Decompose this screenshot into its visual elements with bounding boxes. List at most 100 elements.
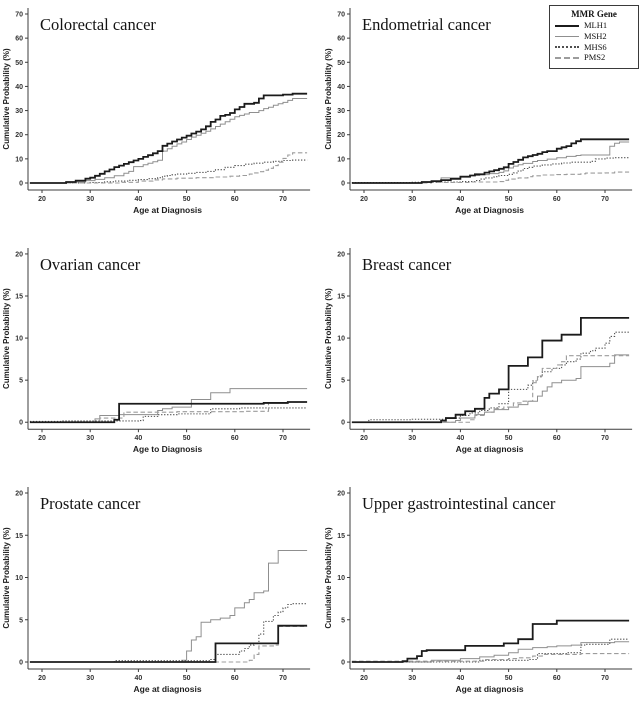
y-tick-label: 0 [341,181,345,188]
y-tick-label: 60 [15,36,23,43]
thin-solid-line-icon [555,36,579,38]
x-tick-label: 20 [38,675,46,682]
x-tick-label: 20 [360,435,368,442]
x-axis-label: Age at Diagnosis [133,205,202,215]
x-axis-label: Age at Diagnosis [455,205,524,215]
panel-title: Endometrial cancer [362,15,491,34]
y-tick-label: 30 [15,108,23,115]
y-axis-label: Cumulative Probability (%) [324,288,333,389]
y-tick-label: 0 [19,660,23,667]
y-tick-label: 50 [15,60,23,67]
x-tick-label: 40 [457,675,465,682]
legend-label: PMS2 [584,52,606,63]
x-tick-label: 60 [231,196,239,203]
y-tick-label: 20 [337,491,345,498]
series-msh2 [29,388,308,423]
series-mlh1 [29,624,308,663]
x-axis-label: Age at diagnosis [456,684,524,694]
y-tick-label: 5 [19,378,23,385]
panel-title: Colorectal cancer [40,15,156,34]
x-tick-label: 60 [553,675,561,682]
series-mlh1 [29,401,308,424]
y-tick-label: 70 [337,12,345,19]
series-pms2 [351,653,630,662]
series-mlh1 [351,138,630,184]
x-tick-label: 30 [408,435,416,442]
y-tick-label: 0 [19,420,23,427]
ovarian-cancer-chart: 20 30 40 50 60 70 0 5 10 15 20 Ovarian cancer Age to… [2,247,311,454]
thick-solid-line-icon [555,24,579,27]
breast-cancer-chart: 20 30 40 50 60 70 0 5 10 15 20 Breast cancer Age at … [324,247,633,454]
panel-title: Ovarian cancer [40,255,141,274]
mmr-gene-legend: MMR Gene MLH1 MSH2 MHS6 PMS2 [549,5,639,70]
legend-entry-pms2: PMS2 [555,53,633,63]
panel-colorectal-cancer: 20 30 40 50 60 70 0 10 20 30 40 50 60 70 Colorectal ca… [0,0,322,240]
y-tick-label: 5 [341,378,345,385]
prostate-cancer-chart: 20 30 40 50 60 70 0 5 10 15 20 Prostate cancer Age a… [2,487,311,694]
series-mhs6 [351,157,630,184]
y-tick-label: 15 [337,294,345,301]
legend-label: MHS6 [584,41,607,52]
series-mhs6 [351,331,630,423]
legend-entry-mhs6: MHS6 [555,41,633,53]
dashed-line-icon [555,57,579,60]
legend-entry-mlh1: MLH1 [555,20,633,31]
series-mhs6 [29,407,308,422]
x-tick-label: 20 [38,196,46,203]
y-tick-label: 10 [15,336,23,343]
panel-upper-gastrointestinal-cancer: 20 30 40 50 60 70 0 5 10 15 20 Upper gastrointestin… [322,479,644,719]
y-axis-label: Cumulative Probability (%) [2,48,11,150]
x-tick-label: 60 [553,435,561,442]
series-msh2 [351,641,630,663]
series-pms2 [351,171,630,184]
x-tick-label: 50 [183,675,191,682]
x-tick-label: 70 [279,675,287,682]
series-pms2 [29,401,308,423]
x-tick-label: 70 [279,196,287,203]
y-tick-label: 60 [337,36,345,43]
panel-title: Prostate cancer [40,494,141,513]
y-tick-label: 70 [15,12,23,19]
dotted-line-icon [555,46,579,49]
x-tick-label: 50 [505,435,513,442]
y-tick-label: 0 [341,420,345,427]
x-tick-label: 70 [279,435,287,442]
panel-breast-cancer: 20 30 40 50 60 70 0 5 10 15 20 Breast cancer Age at … [322,240,644,479]
panel-title: Upper gastrointestinal cancer [362,494,556,513]
y-tick-label: 10 [15,575,23,582]
y-tick-label: 30 [337,108,345,115]
x-tick-label: 60 [231,675,239,682]
legend-label: MLH1 [584,20,608,30]
x-tick-label: 30 [408,675,416,682]
x-tick-label: 40 [457,435,465,442]
panel-ovarian-cancer: 20 30 40 50 60 70 0 5 10 15 20 Ovarian cancer Age to… [0,240,322,479]
upper-gastrointestinal-cancer-chart: 20 30 40 50 60 70 0 5 10 15 20 Upper gastrointestin… [324,487,633,694]
x-tick-label: 40 [135,196,143,203]
x-axis-label: Age at diagnosis [456,444,524,454]
series-mlh1 [29,92,308,184]
x-tick-label: 60 [231,435,239,442]
y-tick-label: 5 [341,617,345,624]
x-tick-label: 50 [183,435,191,442]
series-msh2 [29,550,308,663]
series-mhs6 [351,638,630,663]
x-tick-label: 20 [38,435,46,442]
y-tick-label: 10 [15,156,23,163]
y-axis-label: Cumulative Probability (%) [2,288,11,389]
y-axis-label: Cumulative Probability (%) [2,527,11,629]
y-tick-label: 5 [19,617,23,624]
legend-entry-msh2: MSH2 [555,30,633,42]
x-tick-label: 40 [457,196,465,203]
y-tick-label: 50 [337,60,345,67]
y-tick-label: 15 [15,294,23,301]
y-tick-label: 10 [337,336,345,343]
y-tick-label: 40 [337,84,345,91]
series-pms2 [29,152,308,184]
y-tick-label: 40 [15,84,23,91]
x-axis-label: Age to Diagnosis [133,444,203,454]
y-tick-label: 20 [337,132,345,139]
y-tick-label: 10 [337,575,345,582]
legend-label: MSH2 [584,30,607,41]
series-mlh1 [351,619,630,663]
